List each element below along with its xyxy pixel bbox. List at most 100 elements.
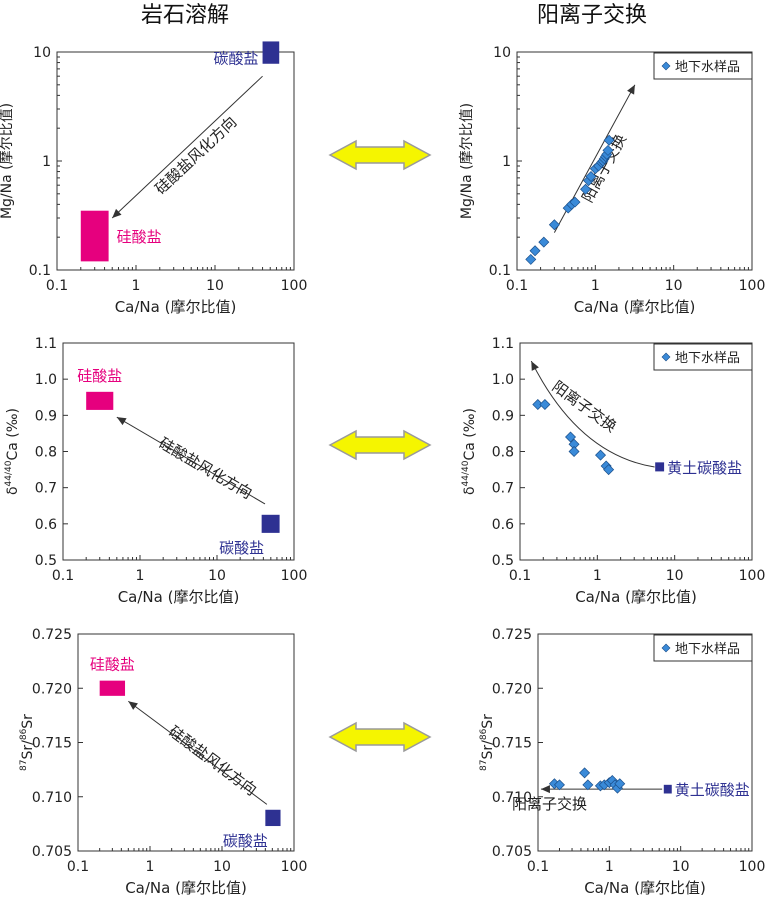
- right-top-xtick-label: 0.1: [506, 278, 528, 294]
- right-mid-sample-point: [539, 398, 551, 410]
- right-mid-ytick-label: 1.0: [492, 372, 514, 388]
- right-mid-sample-point: [568, 446, 580, 457]
- left-mid-arrow-label: 硅酸盐风化方向: [156, 434, 256, 503]
- right-mid-ytick-label: 0.7: [492, 481, 514, 497]
- right-top-sample-point: [538, 236, 550, 248]
- left-top-ytick-label: 0.1: [29, 263, 51, 279]
- right-top-arrow-label: 阳离子交换: [578, 131, 630, 205]
- right-bot-sample-point: [579, 767, 591, 779]
- right-bot-endmember-label: 黄土碳酸盐: [675, 781, 750, 799]
- right-top-sample-point: [529, 245, 541, 257]
- right-mid-legend-label: 地下水样品: [675, 351, 740, 366]
- left-bot-ytick-label: 0.715: [32, 736, 72, 752]
- left-top-trend-arrow: [111, 75, 263, 219]
- left-mid-ytick-label: 0.7: [35, 481, 57, 497]
- left-bot-xtick-label: 10: [213, 859, 231, 875]
- left-mid-endmember-label: 碳酸盐: [219, 539, 264, 557]
- left-top-ylabel: Mg/Na (摩尔比值): [0, 103, 15, 219]
- right-mid-sample-point: [565, 431, 577, 443]
- chart-right-top: 0.1 1 10 100 0.1 1 10 Ca/Na (摩尔比值) Mg/Na (摩尔比值) 阳…: [458, 45, 765, 316]
- right-top-ytick-label: 10: [493, 45, 511, 61]
- right-top-sample-point: [569, 196, 581, 208]
- right-bot-xtick-label: 1: [605, 859, 614, 875]
- left-mid-ytick-label: 1.0: [35, 372, 57, 388]
- left-top-ytick-label: 1: [42, 154, 51, 170]
- blue-diamond-icon: [661, 643, 671, 653]
- right-bot-ytick-label: 0.710: [492, 790, 532, 806]
- right-top-arrow-head: [627, 84, 635, 95]
- right-top-sample-point: [548, 219, 560, 231]
- left-mid-xtick-label: 1: [136, 568, 145, 584]
- panels-group: 0.1 1 10 100 0.1 1 10 Ca/Na (摩尔比值) Mg/Na (摩尔比值) 碳…: [0, 41, 765, 897]
- double-arrows-group: [328, 139, 432, 753]
- right-mid-xtick-label: 1: [593, 568, 602, 584]
- right-top-sample-point: [580, 183, 592, 195]
- left-top-xtick-label: 0.1: [46, 278, 68, 294]
- left-bot-arrow-head: [128, 701, 138, 710]
- right-top-legend: 地下水样品: [653, 52, 753, 80]
- left-mid-arrow-head: [116, 417, 127, 426]
- right-mid-ytick-label: 1.1: [492, 336, 514, 352]
- right-bot-sample-point: [553, 779, 565, 791]
- right-bot-xlabel: Ca/Na (摩尔比值): [584, 879, 706, 897]
- right-bot-legend: 地下水样品: [653, 634, 753, 662]
- right-mid-endmember-carbonate: [655, 462, 665, 472]
- right-mid-xtick-label: 0.1: [509, 568, 531, 584]
- left-top-endmember-silicate: [80, 210, 109, 262]
- right-bot-ytick-label: 0.705: [492, 844, 532, 860]
- left-mid-ytick-label: 1.1: [35, 336, 57, 352]
- left-bot-endmember-label: 硅酸盐: [90, 656, 135, 674]
- right-bot-arrow-label: 阳离子交换: [512, 795, 587, 813]
- right-bot-ytick-label: 0.715: [492, 736, 532, 752]
- right-top-xtick-label: 100: [739, 278, 766, 294]
- left-top-endmember-carbonate: [262, 41, 280, 64]
- right-mid-ytick-label: 0.5: [492, 553, 514, 569]
- left-top-ytick-label: 10: [33, 45, 51, 61]
- right-mid-sample-point: [603, 464, 615, 476]
- right-top-sample-point: [602, 144, 614, 156]
- left-top-xtick-label: 100: [281, 278, 308, 294]
- left-bot-ytick-label: 0.725: [32, 627, 72, 643]
- left-mid-xtick-label: 100: [281, 568, 308, 584]
- left-top-endmember-label: 碳酸盐: [214, 50, 259, 68]
- right-bot-frame: [537, 633, 753, 852]
- left-top-arrow-label: 硅酸盐风化方向: [152, 113, 241, 198]
- right-mid-legend: 地下水样品: [653, 343, 753, 371]
- header-right: 阳离子交换: [537, 3, 647, 28]
- left-top-endmember-label: 硅酸盐: [117, 228, 162, 246]
- right-top-xtick-label: 1: [591, 278, 600, 294]
- right-top-ytick-label: 0.1: [489, 263, 511, 279]
- right-mid-ytick-label: 0.9: [492, 408, 514, 424]
- left-bot-xlabel: Ca/Na (摩尔比值): [125, 879, 247, 897]
- left-mid-endmember-silicate: [86, 391, 114, 410]
- left-mid-ytick-label: 0.6: [35, 517, 57, 533]
- right-bot-legend-label: 地下水样品: [675, 642, 740, 657]
- left-mid-xtick-label: 0.1: [52, 568, 74, 584]
- blue-diamond-icon: [661, 61, 671, 71]
- left-mid-ytick-label: 0.8: [35, 445, 57, 461]
- right-top-sample-point: [525, 253, 537, 265]
- right-top-legend-box: [653, 52, 753, 80]
- right-top-ylabel: Mg/Na (摩尔比值): [458, 103, 475, 219]
- left-bot-xtick-label: 0.1: [67, 859, 89, 875]
- right-bot-ytick-label: 0.725: [492, 627, 532, 643]
- right-mid-xtick-label: 10: [666, 568, 684, 584]
- right-mid-sample-point: [595, 449, 607, 461]
- header-left: 岩石溶解: [141, 3, 229, 28]
- chart-right-bot: 0.1 1 10 100 0.705 0.710 0.715 0.720 0.725 Ca/Na …: [479, 627, 765, 897]
- right-mid-arrow-head: [531, 361, 539, 371]
- right-top-xtick-label: 10: [665, 278, 683, 294]
- right-mid-curve-arrow: [530, 360, 655, 468]
- left-mid-xtick-label: 10: [208, 568, 226, 584]
- right-top-sample-point: [585, 171, 597, 183]
- left-bot-endmember-carbonate: [265, 809, 281, 827]
- right-bot-xtick-label: 0.1: [527, 859, 549, 875]
- yellow-double-arrow-icon: [328, 721, 432, 753]
- chart-left-mid: 0.1 1 10 100 0.5 0.6 0.7 0.8 0.9 1.0 1.1 Ca/Na (摩尔比…: [4, 336, 307, 606]
- left-top-xtick-label: 1: [132, 278, 141, 294]
- left-bot-xtick-label: 1: [146, 859, 155, 875]
- left-mid-ytick-label: 0.9: [35, 408, 57, 424]
- right-mid-xlabel: Ca/Na (摩尔比值): [575, 588, 697, 606]
- right-bot-arrow-head: [540, 785, 550, 794]
- right-bot-endmember-carbonate: [663, 784, 672, 794]
